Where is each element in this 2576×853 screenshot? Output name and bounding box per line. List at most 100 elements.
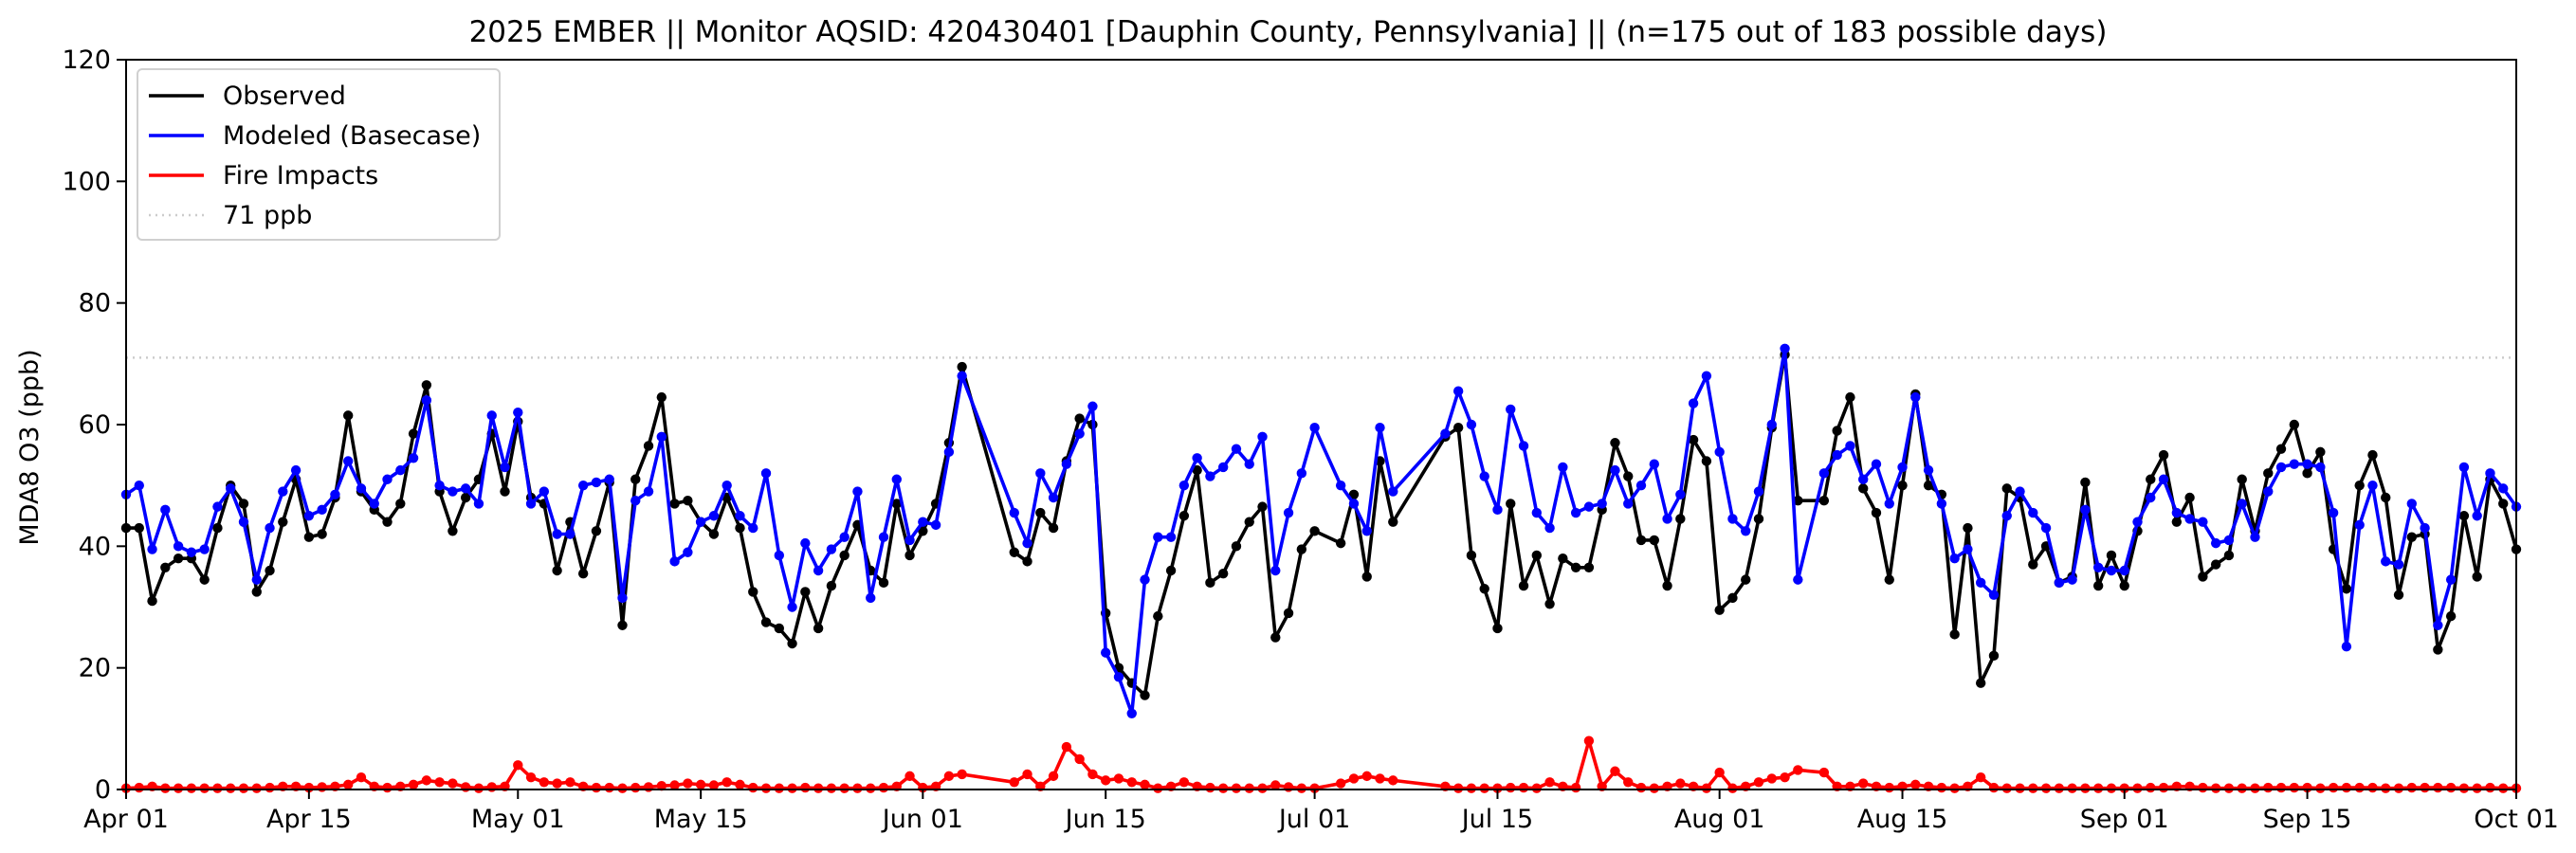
data-point	[826, 544, 837, 554]
data-point	[1140, 779, 1150, 790]
data-point	[2393, 559, 2404, 570]
data-point	[1466, 550, 1477, 561]
data-point	[2184, 492, 2195, 503]
data-point	[1818, 468, 1830, 479]
data-point	[199, 783, 210, 793]
data-point	[2458, 462, 2470, 473]
data-point	[2289, 419, 2300, 430]
data-point	[1936, 499, 1947, 509]
data-point	[2092, 562, 2104, 572]
data-point	[1466, 783, 1477, 793]
data-point	[1492, 504, 1503, 516]
data-point	[1936, 782, 1947, 793]
data-point	[513, 760, 523, 771]
x-tick-label: Apr 01	[83, 805, 169, 834]
data-point	[1153, 783, 1163, 793]
data-point	[2263, 782, 2274, 793]
data-point	[2237, 499, 2247, 509]
data-point	[2406, 782, 2417, 793]
data-point	[1087, 769, 1098, 780]
data-point	[1910, 779, 1921, 790]
data-point	[748, 782, 758, 793]
data-point	[774, 783, 784, 793]
series-line-modeled-basecase	[124, 346, 2518, 716]
data-point	[800, 537, 811, 549]
data-point	[643, 782, 654, 792]
data-point	[525, 771, 537, 783]
data-point	[1583, 735, 1595, 746]
data-point	[1244, 783, 1254, 793]
data-point	[382, 517, 393, 527]
data-point	[1244, 459, 1254, 469]
data-point	[2119, 565, 2129, 576]
data-point	[852, 486, 863, 497]
data-point	[265, 565, 275, 576]
data-point	[1388, 517, 1398, 527]
data-point	[1975, 771, 1986, 783]
x-tick-label: May 15	[654, 805, 748, 834]
legend-label-modeled-basecase: Modeled (Basecase)	[223, 121, 481, 151]
data-point	[2158, 449, 2169, 461]
data-point	[2420, 782, 2430, 793]
data-point	[2210, 537, 2221, 549]
data-point	[669, 780, 680, 790]
data-point	[1988, 590, 2000, 600]
data-point	[2315, 783, 2326, 793]
legend-label-71-ppb: 71 ppb	[223, 201, 312, 230]
data-point	[1975, 577, 1986, 589]
data-point	[251, 587, 262, 597]
data-point	[500, 486, 510, 497]
data-point	[147, 595, 157, 607]
data-point	[173, 541, 184, 552]
data-point	[460, 492, 471, 503]
data-point	[1858, 474, 1869, 484]
data-point	[1832, 449, 1842, 461]
data-point	[1140, 690, 1150, 700]
y-tick-label: 80	[79, 289, 111, 318]
legend-label-fire-impacts: Fire Impacts	[223, 161, 378, 191]
data-point	[1113, 773, 1124, 784]
data-point	[2367, 449, 2378, 461]
data-point	[643, 486, 654, 497]
data-point	[303, 511, 315, 521]
data-point	[904, 550, 915, 561]
data-point	[813, 623, 824, 634]
data-point	[1793, 574, 1803, 585]
data-point	[1531, 783, 1543, 793]
data-point	[1087, 401, 1098, 411]
data-point	[2015, 486, 2025, 497]
data-point	[2498, 483, 2509, 494]
data-point	[1793, 765, 1803, 775]
data-point	[134, 480, 144, 491]
data-point	[577, 480, 589, 491]
data-point	[1780, 343, 1790, 354]
data-point	[356, 771, 367, 783]
data-point	[695, 517, 706, 527]
data-point	[1518, 441, 1529, 451]
data-point	[1897, 480, 1908, 491]
data-point	[683, 778, 693, 789]
data-point	[486, 782, 497, 792]
data-point	[2289, 782, 2300, 793]
data-point	[839, 550, 850, 561]
data-point	[1884, 499, 1894, 509]
data-point	[1217, 462, 1229, 473]
legend: Observed Modeled (Basecase) Fire Impacts 71…	[137, 68, 501, 241]
data-point	[1192, 464, 1202, 476]
data-point	[1009, 777, 1019, 788]
data-point	[186, 783, 197, 793]
data-point	[2210, 783, 2221, 793]
data-point	[1714, 446, 1725, 458]
data-point	[943, 446, 955, 458]
data-point	[2354, 480, 2365, 491]
data-point	[2381, 783, 2391, 793]
data-point	[2275, 782, 2287, 793]
data-point	[1910, 391, 1921, 403]
data-point	[342, 779, 354, 790]
data-point	[2354, 782, 2365, 793]
data-point	[382, 474, 393, 484]
data-point	[1035, 468, 1046, 479]
data-point	[2393, 590, 2404, 600]
data-point	[2237, 474, 2247, 484]
data-point	[1009, 547, 1019, 557]
